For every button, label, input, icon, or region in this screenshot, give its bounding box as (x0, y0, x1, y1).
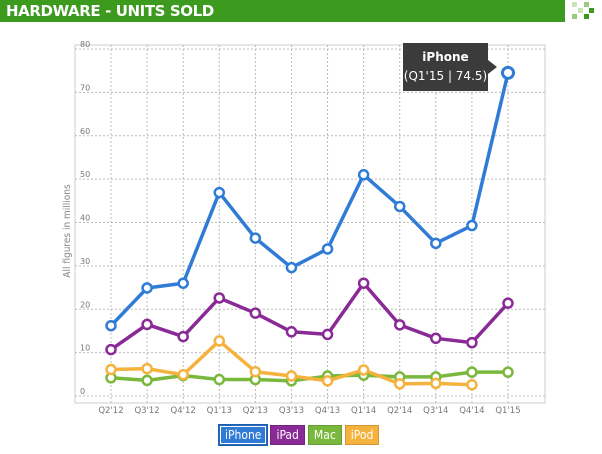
y-tick-label: 70 (80, 83, 90, 92)
data-point-ipod[interactable] (466, 378, 478, 391)
y-tick-label: 60 (80, 127, 90, 136)
legend-item-mac[interactable]: Mac (307, 425, 342, 445)
checker-logo-icon (572, 2, 594, 19)
x-tick-label: Q2'13 (243, 406, 268, 416)
data-point-mac[interactable] (213, 373, 226, 386)
legend-item-iphone[interactable]: iPhone (217, 424, 269, 446)
data-point-ipod[interactable] (249, 365, 262, 378)
data-point-ipod[interactable] (285, 370, 298, 382)
y-tick-label: 0 (80, 387, 85, 396)
x-tick-label: Q2'14 (387, 406, 412, 416)
data-point-ipod[interactable] (321, 375, 334, 387)
data-point-ipad[interactable] (177, 330, 189, 343)
chart-header: HARDWARE - UNITS SOLD (0, 0, 565, 22)
data-point-mac[interactable] (502, 366, 514, 378)
data-point-iphone[interactable] (141, 282, 153, 294)
data-point-ipad[interactable] (466, 336, 478, 349)
data-point-ipad[interactable] (502, 297, 514, 309)
data-point-iphone[interactable] (393, 200, 406, 213)
data-point-iphone[interactable] (501, 65, 515, 80)
legend-item-ipod[interactable]: iPod (344, 425, 380, 445)
data-point-iphone[interactable] (249, 232, 262, 244)
x-tick-labels: Q2'12 Q3'12 Q4'12 Q1'13 Q2'13 Q3'13 Q4'13 Q1'14… (98, 406, 520, 416)
data-point-ipad[interactable] (321, 328, 334, 341)
data-point-iphone[interactable] (105, 319, 117, 332)
x-tick-label: Q3'12 (134, 406, 159, 416)
data-point-iphone[interactable] (213, 186, 226, 199)
data-point-iphone[interactable] (177, 277, 189, 289)
data-point-ipod[interactable] (177, 368, 189, 381)
data-point-ipod[interactable] (357, 364, 370, 376)
x-tick-label: Q4'12 (171, 406, 196, 416)
x-tick-label: Q1'15 (495, 406, 520, 416)
x-tick-label: Q4'14 (459, 406, 484, 416)
data-point-ipad[interactable] (105, 343, 117, 356)
data-point-ipad[interactable] (357, 277, 370, 289)
data-point-iphone[interactable] (357, 169, 370, 181)
data-point-ipad[interactable] (430, 332, 442, 345)
tooltip-value: (Q1'15 | 74.5) (403, 69, 488, 83)
data-point-ipod[interactable] (430, 377, 442, 390)
x-tick-label: Q2'12 (98, 406, 123, 416)
y-tick-label: 40 (80, 214, 90, 223)
data-point-ipad[interactable] (393, 319, 406, 331)
chart-title: HARDWARE - UNITS SOLD (6, 2, 214, 20)
y-tick-labels: 0 10 20 30 40 50 60 70 80 (80, 40, 90, 396)
data-point-mac[interactable] (141, 374, 153, 387)
x-tick-label: Q4'13 (315, 406, 340, 416)
data-point-ipod[interactable] (393, 378, 406, 390)
data-point-iphone[interactable] (285, 261, 298, 274)
y-tick-label: 50 (80, 170, 90, 179)
data-point-ipad[interactable] (141, 318, 153, 331)
data-point-ipad[interactable] (249, 307, 262, 319)
x-tick-label: Q3'13 (279, 406, 304, 416)
data-point-ipod[interactable] (141, 362, 153, 375)
x-tick-label: Q1'14 (351, 406, 376, 416)
data-point-iphone[interactable] (430, 237, 442, 250)
tooltip-arrow (488, 60, 497, 74)
y-tick-label: 20 (80, 300, 90, 309)
data-point-ipad[interactable] (213, 292, 226, 304)
y-axis-label: All figures in millions (62, 184, 73, 278)
y-tick-label: 10 (80, 344, 90, 353)
y-tick-label: 30 (80, 257, 90, 266)
data-tooltip: iPhone (Q1'15 | 74.5) (403, 43, 488, 91)
data-point-mac[interactable] (466, 366, 478, 378)
series-points (105, 65, 515, 391)
legend: iPhone iPad Mac iPod (217, 424, 380, 446)
data-point-iphone[interactable] (466, 219, 478, 232)
data-point-ipod[interactable] (213, 335, 226, 347)
data-point-iphone[interactable] (321, 243, 334, 255)
legend-item-ipad[interactable]: iPad (270, 425, 305, 445)
series-line-ipad (109, 281, 510, 352)
data-point-ipod[interactable] (105, 363, 117, 376)
y-tick-label: 80 (80, 40, 90, 49)
tooltip-title: iPhone (422, 50, 469, 64)
data-point-ipad[interactable] (285, 326, 298, 338)
series-lines (109, 72, 510, 387)
x-tick-label: Q1'13 (207, 406, 232, 416)
x-tick-label: Q3'14 (423, 406, 448, 416)
series-line-iphone (109, 72, 510, 327)
